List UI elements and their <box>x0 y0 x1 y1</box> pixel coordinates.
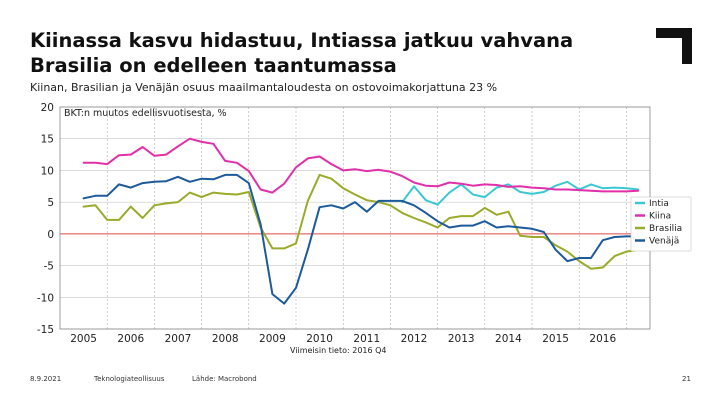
y-tick-label: -5 <box>44 261 54 273</box>
series-line-intia <box>401 180 640 206</box>
series-line-brasilia <box>82 173 640 270</box>
slide-title: Kiinassa kasvu hidastuu, Intiassa jatkuu… <box>30 28 650 78</box>
footer-date: 8.9.2021 <box>30 375 62 383</box>
y-tick-label: 0 <box>47 229 54 241</box>
series-line-kiina <box>82 137 640 194</box>
chart-title: BKT:n muutos edellisvuotisesta, % <box>64 108 227 119</box>
x-tick-label: 2012 <box>401 333 428 345</box>
plot-frame <box>59 106 651 330</box>
x-tick-label: 2015 <box>542 333 569 345</box>
title-line-1: Kiinassa kasvu hidastuu, Intiassa jatkuu… <box>30 29 574 52</box>
series-lines <box>82 137 640 305</box>
footer-page-number: 21 <box>682 375 691 383</box>
y-tick-label: 10 <box>41 165 54 177</box>
x-tick-label: 2007 <box>165 333 192 345</box>
gridlines <box>60 106 650 330</box>
x-tick-label: 2011 <box>353 333 380 345</box>
footer-source: Lähde: Macrobond <box>192 375 257 383</box>
slide-subtitle: Kiinan, Brasilian ja Venäjän osuus maail… <box>30 81 498 94</box>
legend-box <box>630 196 692 252</box>
chart-note: Viimeisin tieto: 2016 Q4 <box>290 346 387 355</box>
y-tick-label: -10 <box>37 292 54 304</box>
y-tick-label: 5 <box>47 197 54 209</box>
legend: Intia Kiina Brasilia Venäjä <box>630 196 692 252</box>
title-line-2: Brasilia on edelleen taantumassa <box>30 54 397 77</box>
x-tick-label: 2009 <box>259 333 286 345</box>
y-tick-label: 15 <box>41 134 54 146</box>
legend-label: Intia <box>649 199 669 209</box>
legend-label: Kiina <box>649 212 671 222</box>
x-tick-label: 2006 <box>117 333 144 345</box>
legend-label: Brasilia <box>649 224 682 234</box>
y-tick-label: -15 <box>37 324 54 336</box>
footer-organization: Teknologiateollisuus <box>94 375 165 383</box>
y-tick-label: 20 <box>41 102 54 114</box>
x-tick-label: 2010 <box>306 333 333 345</box>
x-tick-label: 2014 <box>495 333 522 345</box>
legend-label: Venäjä <box>649 237 679 247</box>
x-tick-label: 2016 <box>589 333 616 345</box>
brand-corner-logo-icon <box>656 28 692 64</box>
x-tick-label: 2008 <box>212 333 239 345</box>
series-line-venj <box>82 173 640 305</box>
x-tick-label: 2005 <box>70 333 97 345</box>
x-tick-label: 2013 <box>448 333 475 345</box>
